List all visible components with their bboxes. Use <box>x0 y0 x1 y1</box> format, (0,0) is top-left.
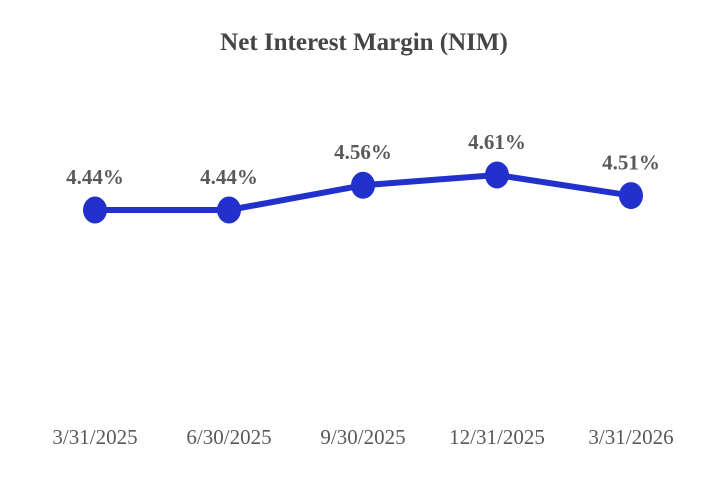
data-point-label: 4.61% <box>468 130 526 154</box>
x-axis-label: 12/31/2025 <box>449 425 545 449</box>
data-point-marker <box>217 196 241 224</box>
data-point-marker <box>83 196 107 224</box>
data-point-label: 4.51% <box>602 150 660 174</box>
data-point-label: 4.44% <box>66 165 124 189</box>
chart-title: Net Interest Margin (NIM) <box>220 29 508 56</box>
x-axis-label: 9/30/2025 <box>320 425 405 449</box>
data-point-marker <box>485 161 509 189</box>
data-point-label: 4.44% <box>200 165 258 189</box>
data-point-label: 4.56% <box>334 140 392 164</box>
x-axis-label: 6/30/2025 <box>186 425 271 449</box>
data-point-marker <box>619 182 643 210</box>
x-axis-label: 3/31/2025 <box>52 425 137 449</box>
data-point-marker <box>351 171 375 199</box>
x-axis-label: 3/31/2026 <box>588 425 673 449</box>
